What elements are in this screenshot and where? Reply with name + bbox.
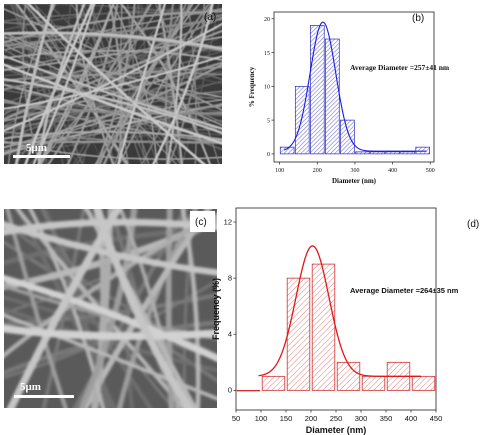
- histogram-bar: [370, 151, 385, 155]
- histogram-bar: [355, 151, 370, 155]
- histogram-bar: [415, 146, 430, 155]
- y-tick-label: 0: [267, 152, 270, 158]
- x-tick-label: 450: [430, 414, 443, 423]
- gaussian-fit-curve: [283, 21, 427, 152]
- histogram-bar: [286, 277, 311, 391]
- x-tick-label: 300: [355, 414, 368, 423]
- x-tick-label: 500: [426, 168, 435, 174]
- average-diameter-annotation: Average Diameter =264±35 nm: [350, 286, 459, 295]
- y-tick-label: 8: [228, 273, 232, 282]
- histogram-bar: [336, 361, 361, 391]
- histogram-bar: [400, 151, 415, 155]
- x-tick-label: 350: [380, 414, 393, 423]
- x-axis-title: Diameter (nm): [332, 177, 377, 185]
- y-tick-label: 20: [264, 17, 270, 23]
- panel-label-box-c: [190, 211, 215, 232]
- y-tick-label: 5: [267, 118, 270, 124]
- histogram-bar: [236, 389, 261, 392]
- x-tick-label: 100: [275, 168, 284, 174]
- scale-bar-label-c: 5μm: [20, 381, 41, 393]
- plot-frame: [273, 11, 435, 163]
- sem-image-a: 5μm (a): [4, 4, 222, 164]
- x-tick-label: 250: [330, 414, 343, 423]
- histogram-bar: [385, 151, 400, 155]
- histogram-bar: [411, 375, 436, 391]
- histogram-bar: [261, 375, 286, 391]
- histogram-bar: [340, 119, 355, 155]
- histogram-bar: [279, 146, 295, 155]
- scale-bar-line-a: [13, 155, 70, 158]
- panel-label-c: (c): [195, 217, 207, 228]
- y-tick-label: 10: [264, 85, 270, 91]
- histogram-bar: [325, 38, 340, 155]
- gaussian-fit-curve: [258, 245, 421, 377]
- y-axis-title: Frequency (%): [211, 278, 221, 340]
- x-tick-label: 150: [280, 414, 293, 423]
- histogram-bar: [294, 85, 310, 155]
- scale-bar-line-c: [14, 395, 74, 398]
- histogram-b: 100 200 300 400 500 0 5 10 15 20 Diameter (nm) % Fr…: [248, 11, 450, 185]
- panel-label-a: (a): [204, 12, 216, 23]
- y-tick-label: 15: [264, 51, 270, 57]
- histogram-bar: [310, 25, 325, 155]
- x-tick-label: 300: [350, 168, 359, 174]
- histogram-d: 50 100 150 200 250 300 350 400 450 0 4 8 12 Diameter …: [211, 207, 479, 435]
- scale-bar-c: 5μm: [14, 381, 74, 398]
- y-tick-label: 4: [228, 330, 232, 339]
- y-tick-label: 0: [228, 386, 232, 395]
- x-tick-label: 100: [255, 414, 268, 423]
- histogram-bar: [361, 375, 386, 391]
- x-tick-label: 50: [232, 414, 240, 423]
- average-diameter-annotation: Average Diameter =257±41 nm: [350, 63, 450, 72]
- panel-label: (d): [467, 219, 479, 230]
- scale-bar-label-a: 5μm: [26, 142, 47, 154]
- x-tick-label: 400: [405, 414, 418, 423]
- x-tick-label: 200: [305, 414, 318, 423]
- y-axis-title: % Frequency: [248, 66, 256, 107]
- x-tick-label: 200: [313, 168, 322, 174]
- histogram-bar: [311, 263, 336, 391]
- x-tick-label: 400: [388, 168, 397, 174]
- x-axis-title: Diameter (nm): [306, 425, 367, 435]
- panel-label: (b): [412, 13, 424, 24]
- sem-image-c: (c) 5μm: [4, 209, 217, 408]
- y-tick-label: 12: [224, 217, 232, 226]
- scale-bar-a: 5μm: [13, 142, 70, 158]
